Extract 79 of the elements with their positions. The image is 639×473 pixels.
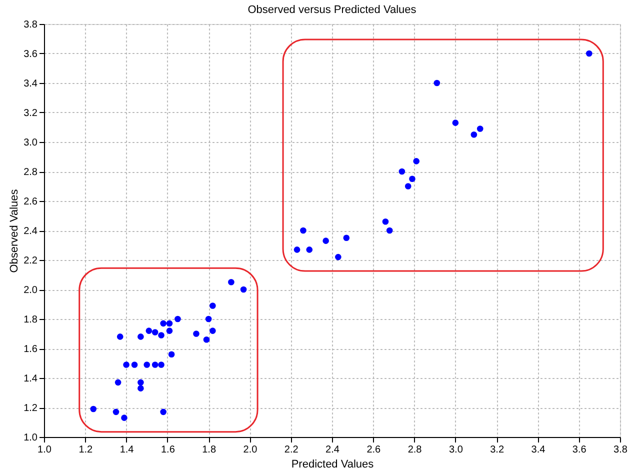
- y-tick-label: 3.8: [24, 20, 38, 30]
- x-tick-label: 1.2: [78, 444, 94, 456]
- y-tick-label: 2.6: [24, 196, 38, 208]
- y-tick-label: 3.4: [24, 78, 38, 90]
- point: [343, 234, 350, 242]
- x-tick-label: 3.8: [614, 444, 628, 456]
- point: [138, 379, 144, 386]
- point: [121, 414, 128, 421]
- point: [382, 218, 389, 225]
- x-tick-label: 3.6: [572, 444, 587, 456]
- point: [112, 408, 120, 416]
- x-tick-label: 2.4: [326, 444, 340, 456]
- point: [174, 316, 181, 322]
- point: [294, 246, 300, 253]
- point: [158, 332, 164, 338]
- point: [322, 238, 329, 244]
- point: [166, 328, 173, 334]
- point: [413, 158, 420, 164]
- x-tick-label: 2.2: [284, 444, 299, 456]
- point: [306, 246, 313, 253]
- x-tick-label: 1.0: [38, 444, 52, 456]
- point: [240, 286, 247, 293]
- point: [203, 336, 210, 343]
- point: [138, 385, 144, 392]
- x-tick-label: 2.0: [243, 444, 258, 456]
- x-tick-label: 2.8: [408, 444, 422, 456]
- x-tick-label: 2.6: [366, 444, 382, 456]
- point: [146, 328, 152, 334]
- point: [476, 126, 484, 132]
- point: [158, 362, 164, 368]
- y-tick-label: 2.2: [24, 256, 38, 266]
- point: [123, 362, 130, 368]
- point: [409, 176, 416, 182]
- point: [586, 50, 592, 57]
- y-tick-label: 1.0: [24, 432, 38, 444]
- y-tick-label: 2.0: [24, 285, 38, 296]
- point: [152, 362, 158, 368]
- y-tick-label: 3.0: [24, 138, 38, 148]
- point: [452, 120, 459, 126]
- point: [210, 328, 216, 334]
- y-tick-label: 1.2: [24, 403, 38, 414]
- x-tick-label: 3.4: [531, 444, 546, 456]
- x-tick-label: 1.8: [202, 444, 216, 456]
- point: [166, 320, 173, 327]
- x-axis-title: Predicted Values: [291, 458, 374, 470]
- chart-title: Observed versus Predicted Values: [248, 4, 417, 16]
- point: [116, 334, 124, 340]
- point: [228, 278, 234, 286]
- y-tick-label: 3.6: [24, 49, 38, 60]
- point: [210, 302, 216, 309]
- point: [335, 254, 342, 260]
- x-tick-label: 1.6: [160, 444, 176, 456]
- point: [138, 334, 144, 340]
- point: [160, 320, 166, 327]
- point: [404, 183, 412, 190]
- point: [90, 406, 97, 412]
- point: [386, 227, 393, 234]
- point: [168, 351, 175, 358]
- y-axis-title: Observed Values: [8, 188, 21, 273]
- point: [470, 131, 478, 138]
- y-tick-label: 3.2: [24, 108, 38, 119]
- point: [160, 408, 166, 416]
- point: [205, 316, 212, 322]
- point: [144, 362, 150, 368]
- x-tick-label: 1.4: [120, 444, 134, 456]
- y-tick-label: 1.4: [24, 374, 38, 384]
- point: [131, 362, 138, 368]
- point: [434, 80, 440, 86]
- point: [152, 329, 158, 336]
- x-tick-label: 3.2: [490, 444, 504, 456]
- y-tick-label: 2.8: [24, 167, 38, 178]
- point: [398, 168, 406, 175]
- point: [300, 227, 306, 234]
- x-tick-label: 3.0: [448, 444, 464, 456]
- y-tick-label: 1.8: [24, 314, 38, 326]
- point: [193, 330, 200, 337]
- y-tick-label: 2.4: [24, 226, 38, 237]
- y-tick-label: 1.6: [24, 344, 38, 355]
- point: [114, 379, 122, 386]
